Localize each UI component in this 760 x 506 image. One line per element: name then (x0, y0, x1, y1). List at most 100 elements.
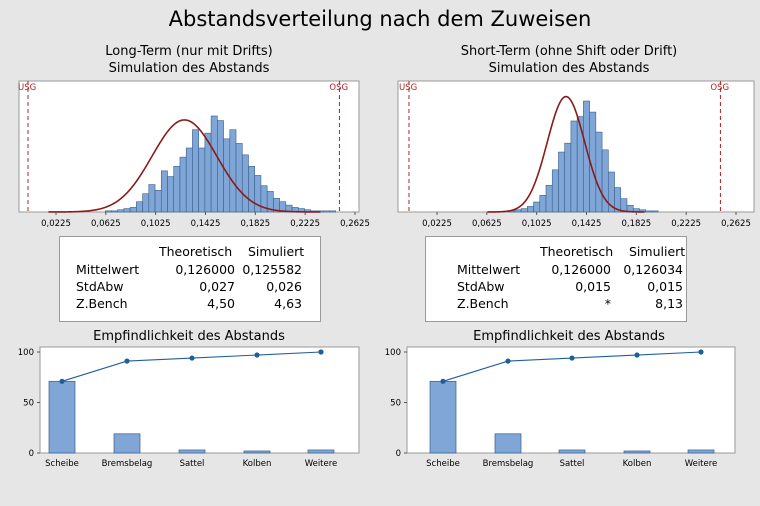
right-row-theoretical: 0,015 (575, 279, 611, 294)
right-row-label: Mittelwert (457, 262, 521, 277)
right-sensitivity-bar (623, 450, 651, 454)
right-lsl-label: USG (399, 83, 417, 93)
right-y-tick-label: 0 (396, 449, 401, 459)
right-cumulative-point (505, 358, 511, 364)
right-row-label: Z.Bench (457, 296, 509, 311)
right-x-tick-label: 0,1425 (572, 219, 602, 229)
right-histogram-bar (564, 142, 572, 213)
left-histogram-bar (235, 143, 243, 213)
left-histogram-bar (322, 210, 330, 213)
right-x-tick-label: 0,1825 (621, 219, 651, 229)
left-histogram-bar (167, 176, 175, 213)
right-histogram-bar (595, 131, 603, 213)
left-histogram-bar (136, 201, 143, 213)
left-x-tick-label: 0,2225 (290, 219, 320, 229)
left-histogram-bar (329, 210, 336, 213)
right-subtitle-1: Short-Term (ohne Shift oder Drift) (460, 44, 678, 59)
right-sensitivity-frame (406, 346, 736, 454)
right-row-simulated: 8,13 (655, 296, 683, 311)
left-cumulative-point (189, 355, 195, 361)
left-x-tick-label: 0,1025 (141, 219, 171, 229)
left-row-simulated: 0,026 (266, 279, 302, 294)
left-x-tick-label: 0,0625 (91, 219, 121, 229)
left-histogram-bar (185, 147, 193, 213)
left-y-tick-label: 50 (23, 399, 34, 409)
right-cumulative-point (569, 355, 575, 361)
left-histogram-bar (241, 154, 249, 213)
left-cumulative-point (124, 358, 130, 364)
left-cumulative-point (254, 352, 260, 358)
left-category-label: Kolben (243, 459, 272, 469)
left-row-label: StdAbw (76, 279, 124, 294)
right-histogram-bar (545, 185, 553, 213)
right-y-tick-label: 100 (385, 348, 401, 358)
left-category-label: Bremsbelag (102, 459, 153, 469)
right-histogram-bar (558, 151, 565, 213)
right-histogram-bar (527, 206, 534, 213)
left-col-simulated: Simuliert (248, 244, 305, 259)
left-histogram-bar (192, 129, 199, 213)
left-cumulative-point (59, 378, 65, 384)
right-cumulative-point (698, 349, 704, 355)
right-histogram-bar (514, 209, 522, 213)
left-category-label: Scheibe (45, 459, 79, 469)
left-x-tick-label: 0,1825 (240, 219, 270, 229)
right-stats-table: Theoretisch Simuliert Mittelwert 0,12600… (425, 236, 687, 322)
right-sensitivity-title: Empfindlichkeit des Abstands (473, 329, 665, 344)
right-subtitle-2: Simulation des Abstands (488, 61, 650, 76)
right-x-tick-label: 0,2225 (671, 219, 701, 229)
left-category-label: Weitere (305, 459, 338, 469)
right-y-tick-label: 50 (390, 399, 401, 409)
left-histogram-bar (104, 210, 112, 213)
left-fit-curve (48, 119, 321, 213)
left-row-theoretical: 4,50 (207, 296, 235, 311)
left-lsl-label: USG (18, 83, 36, 93)
left-histogram-bar (179, 156, 187, 213)
left-y-tick-label: 100 (18, 348, 34, 358)
report-title: Abstandsverteilung nach dem Zuweisen (168, 7, 592, 31)
right-row-theoretical: 0,126000 (551, 262, 611, 277)
right-col-simulated: Simuliert (629, 244, 686, 259)
left-histogram-bar (129, 207, 137, 213)
left-sensitivity-bar (307, 449, 335, 454)
left-row-theoretical: 0,126000 (175, 262, 235, 277)
left-histogram-bar (248, 165, 256, 213)
left-usl-label: OSG (329, 83, 348, 93)
left-histogram-bar (148, 184, 156, 213)
left-sensitivity-frame (39, 346, 360, 454)
right-cumulative-point (634, 352, 640, 358)
right-row-simulated: 0,126034 (623, 262, 683, 277)
right-category-label: Sattel (560, 459, 585, 469)
right-histogram-bar (645, 210, 653, 213)
left-sensitivity-bar (113, 433, 141, 454)
left-row-simulated: 0,125582 (242, 262, 302, 277)
right-col-theoretical: Theoretisch (540, 244, 614, 259)
right-cumulative-point (440, 378, 446, 384)
left-sensitivity-bar (243, 450, 271, 454)
right-x-tick-label: 0,0225 (422, 219, 452, 229)
left-row-simulated: 4,63 (274, 296, 302, 311)
left-histogram-bar (142, 193, 150, 213)
left-row-label: Mittelwert (76, 262, 140, 277)
left-category-label: Sattel (180, 459, 205, 469)
right-sensitivity-bar (429, 380, 457, 454)
left-row-theoretical: 0,027 (199, 279, 235, 294)
right-category-label: Kolben (623, 459, 652, 469)
right-usl-label: OSG (710, 83, 729, 93)
left-y-tick-label: 0 (29, 449, 34, 459)
left-histogram-bar (123, 208, 131, 213)
right-x-tick-label: 0,0625 (472, 219, 502, 229)
left-subtitle-2: Simulation des Abstands (108, 61, 270, 76)
left-subtitle-1: Long-Term (nur mit Drifts) (105, 44, 273, 59)
right-histogram-bar (570, 120, 578, 213)
right-sensitivity-bar (687, 449, 715, 454)
right-sensitivity-bar (558, 449, 586, 454)
left-row-label: Z.Bench (76, 296, 128, 311)
right-histogram-bar (539, 195, 547, 213)
left-x-tick-label: 0,2625 (340, 219, 370, 229)
right-x-tick-label: 0,2625 (721, 219, 751, 229)
left-sensitivity-bar (178, 449, 206, 454)
right-histogram-bar (551, 169, 559, 213)
right-x-tick-label: 0,1025 (522, 219, 552, 229)
